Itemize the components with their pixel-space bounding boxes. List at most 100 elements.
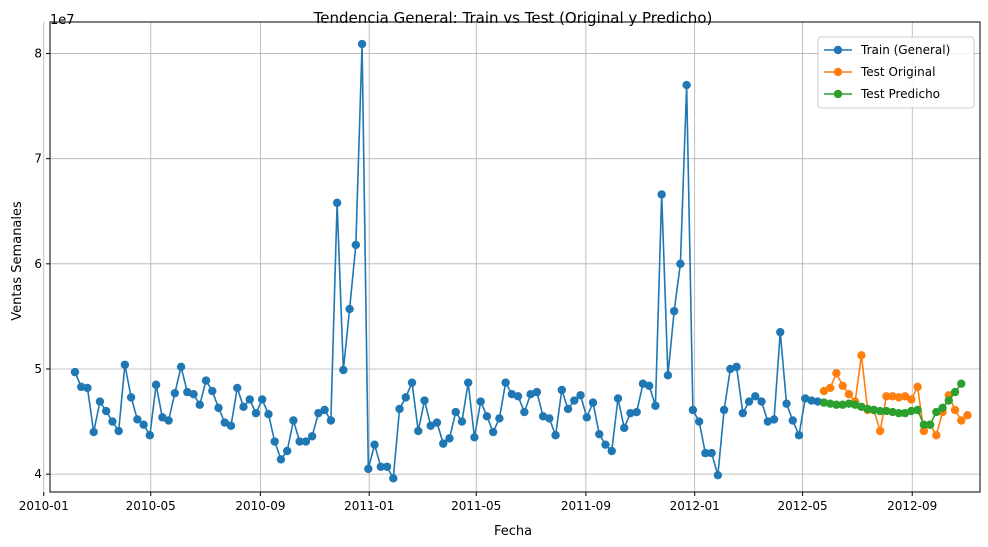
data-point (807, 396, 816, 405)
data-point (289, 416, 298, 425)
data-point (370, 440, 379, 449)
data-point (913, 382, 922, 392)
x-tick-label: 2010-05 (126, 499, 176, 513)
legend-label: Train (General) (860, 43, 950, 57)
data-point (957, 379, 966, 388)
data-point (457, 417, 467, 426)
data-point (944, 396, 953, 405)
data-point (894, 408, 904, 418)
chart-title: Tendencia General: Train vs Test (Origin… (313, 9, 713, 27)
data-point (582, 413, 591, 422)
data-point (657, 190, 666, 199)
data-point (264, 409, 273, 419)
data-point (301, 437, 311, 446)
data-point (345, 304, 354, 314)
data-point (757, 397, 766, 406)
data-point (520, 407, 529, 417)
data-point (694, 417, 704, 426)
data-point (869, 405, 879, 415)
data-point (101, 406, 111, 416)
data-point (501, 378, 510, 387)
data-point (282, 446, 292, 456)
data-point (83, 383, 92, 393)
x-tick-label: 2011-01 (344, 499, 394, 513)
data-point (270, 437, 279, 446)
data-point (788, 416, 797, 425)
x-tick-label: 2010-09 (235, 499, 285, 513)
data-point (682, 80, 691, 90)
data-point (351, 240, 361, 250)
data-point (170, 388, 180, 398)
x-tick-label: 2012-01 (670, 499, 720, 513)
data-point (70, 367, 80, 377)
data-point (900, 392, 910, 401)
data-point (158, 413, 167, 422)
data-point (251, 408, 261, 418)
data-point (426, 421, 435, 430)
data-point (482, 412, 492, 421)
data-point (439, 439, 448, 448)
data-point (932, 407, 941, 417)
series-2 (819, 379, 966, 429)
data-point (314, 408, 323, 418)
data-point (401, 393, 410, 402)
data-point (395, 404, 404, 414)
data-point (613, 394, 623, 403)
data-point (382, 462, 392, 471)
data-point (77, 382, 86, 392)
data-point (164, 416, 173, 425)
data-point (576, 391, 585, 400)
data-point (888, 407, 897, 417)
data-point (357, 39, 367, 49)
data-point (258, 395, 267, 404)
data-point (214, 403, 223, 413)
x-tick-label: 2010-01 (19, 499, 69, 513)
legend: Train (General) Test Original Test Predich… (817, 36, 975, 109)
data-point (751, 392, 760, 401)
data-point (813, 397, 822, 406)
data-point (451, 407, 460, 417)
y-tick-label: 8 (34, 47, 42, 61)
data-point (782, 399, 791, 408)
data-point (189, 390, 198, 399)
data-point (919, 420, 929, 429)
data-point (245, 395, 254, 404)
data-point (844, 390, 854, 399)
data-point (938, 403, 947, 413)
data-point (126, 393, 136, 402)
data-point (913, 405, 922, 415)
data-point (626, 408, 635, 418)
data-point (601, 440, 610, 449)
data-point (414, 426, 423, 436)
data-point (832, 400, 841, 409)
data-point (432, 418, 442, 427)
data-point (95, 397, 105, 406)
data-point (907, 395, 916, 404)
data-point (376, 462, 386, 471)
data-point (176, 362, 186, 372)
data-point (226, 421, 236, 430)
data-point (89, 427, 98, 437)
data-point (794, 431, 804, 440)
data-point (513, 392, 523, 401)
data-point (632, 407, 641, 417)
data-point (563, 404, 573, 414)
data-point (389, 474, 398, 483)
data-point (857, 351, 866, 360)
legend-marker (833, 89, 843, 99)
y-axis-label: Ventas Semanales (10, 201, 25, 321)
legend-marker (833, 67, 843, 77)
data-point (882, 406, 891, 416)
data-point (732, 362, 741, 372)
data-point (551, 431, 560, 440)
data-point (220, 418, 229, 427)
data-point (114, 426, 123, 436)
data-point (108, 417, 117, 426)
data-point (195, 400, 204, 409)
y-axis-ticks: 4 5 6 7 8 (34, 47, 50, 481)
data-point (744, 397, 754, 406)
data-point (295, 437, 304, 446)
data-point (925, 420, 935, 429)
data-point (364, 464, 373, 474)
